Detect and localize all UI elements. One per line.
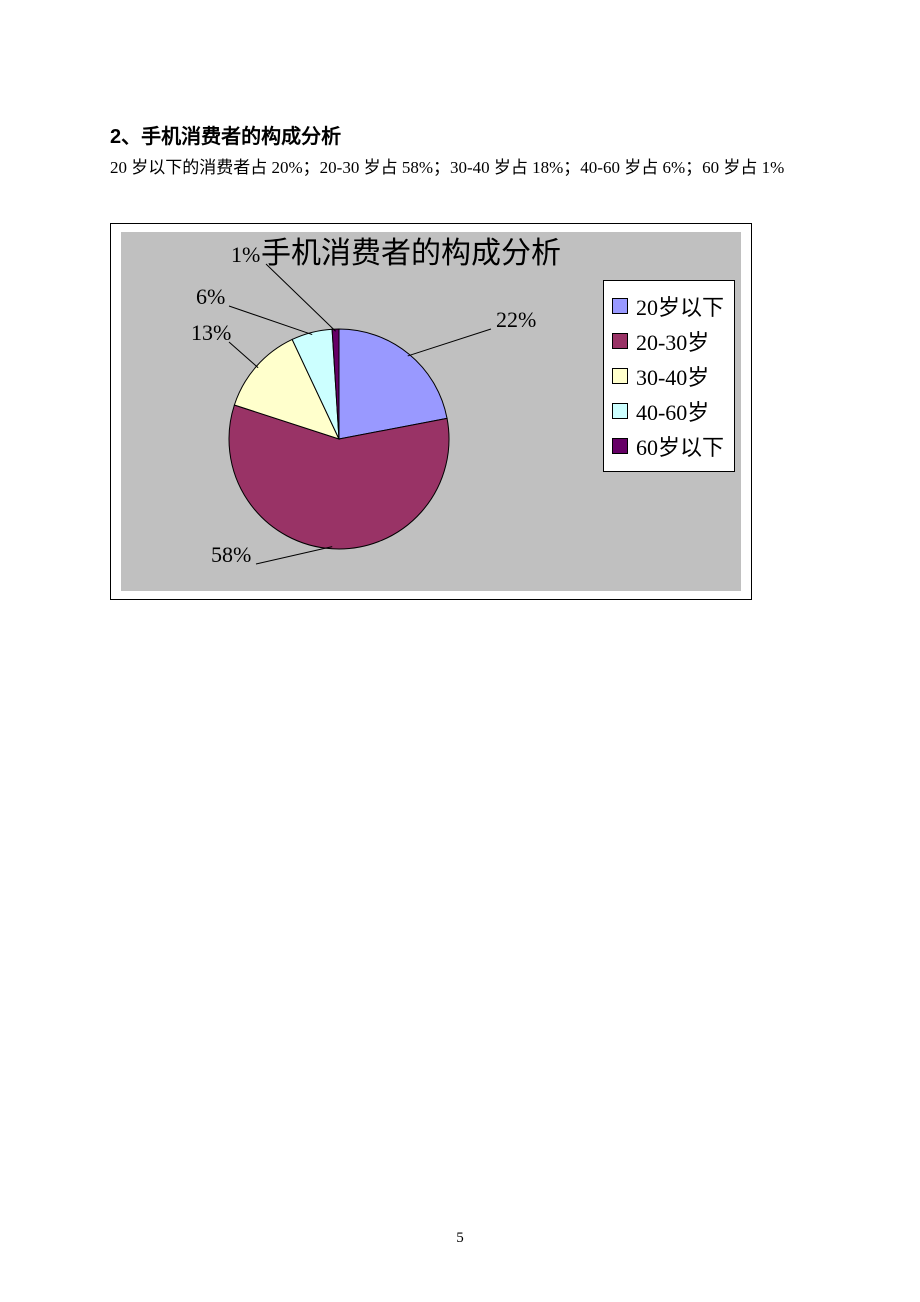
legend-label: 30-40岁: [636, 360, 709, 392]
legend-item: 20-30岁: [612, 325, 724, 357]
legend-label: 20-30岁: [636, 325, 709, 357]
legend-item: 40-60岁: [612, 395, 724, 427]
legend-swatch: [612, 438, 628, 454]
chart-title: 手机消费者的构成分析: [261, 228, 561, 272]
section-heading: 2、手机消费者的构成分析: [110, 120, 810, 149]
callout-label: 6%: [196, 284, 225, 310]
callout-leader: [256, 547, 332, 564]
callout-label: 58%: [211, 542, 251, 568]
callout-label: 13%: [191, 320, 231, 346]
pie-chart-container: 手机消费者的构成分析 20岁以下20-30岁30-40岁40-60岁60岁以下 …: [110, 223, 752, 600]
legend-label: 40-60岁: [636, 395, 709, 427]
callout-label: 22%: [496, 307, 536, 333]
legend-swatch: [612, 298, 628, 314]
callout-leader: [266, 264, 336, 331]
callout-leader: [229, 306, 312, 335]
legend-swatch: [612, 403, 628, 419]
legend-label: 20岁以下: [636, 290, 724, 322]
legend-item: 20岁以下: [612, 290, 724, 322]
legend-item: 30-40岁: [612, 360, 724, 392]
legend-item: 60岁以下: [612, 430, 724, 462]
chart-legend: 20岁以下20-30岁30-40岁40-60岁60岁以下: [603, 280, 735, 472]
page-number: 5: [0, 1230, 920, 1247]
callout-leader: [408, 329, 491, 356]
legend-swatch: [612, 333, 628, 349]
callout-label: 1%: [231, 242, 260, 268]
legend-swatch: [612, 368, 628, 384]
section-body-text: 20 岁以下的消费者占 20%；20-30 岁占 58%；30-40 岁占 18…: [110, 153, 810, 178]
legend-label: 60岁以下: [636, 430, 724, 462]
callout-leader: [229, 342, 258, 368]
